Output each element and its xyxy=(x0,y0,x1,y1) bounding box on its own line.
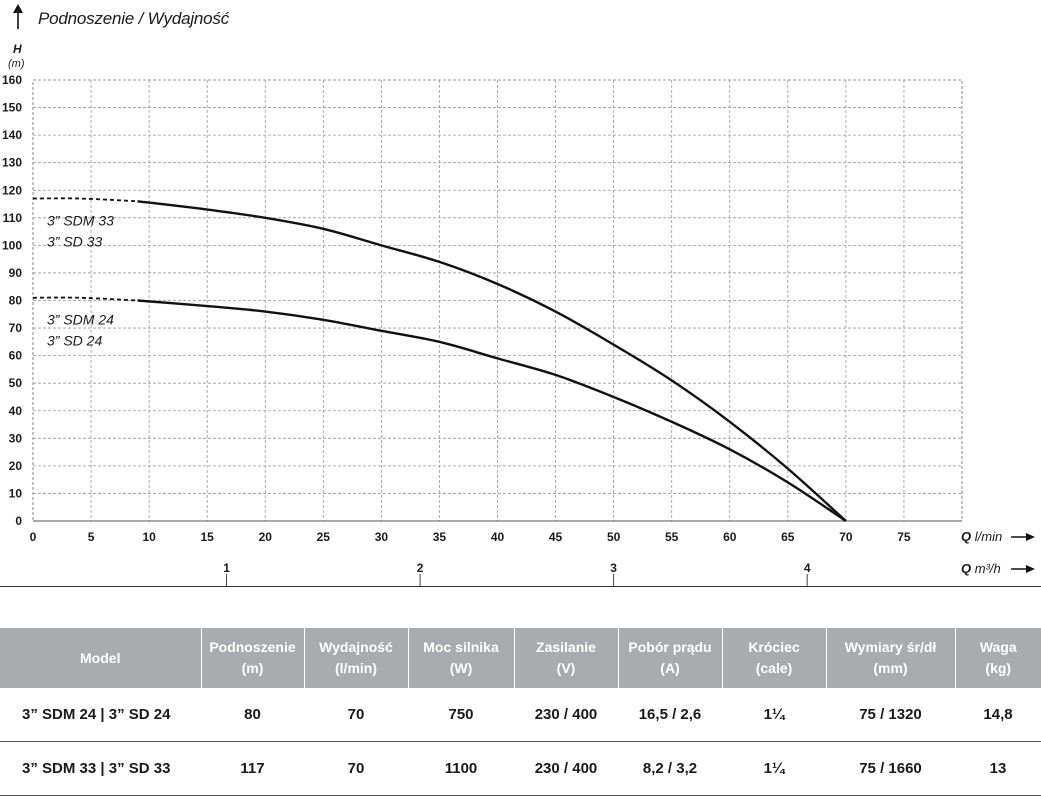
chart-title: Podnoszenie / Wydajność xyxy=(38,9,230,28)
table-cell-model: 3” SDM 24 | 3” SD 24 xyxy=(0,688,201,742)
y-tick-label: 130 xyxy=(2,156,22,170)
table-cell: 80 xyxy=(201,688,304,742)
y-tick-label: 70 xyxy=(9,321,23,335)
y-tick-label: 90 xyxy=(9,266,23,280)
series-label: 3” SDM 24 xyxy=(47,312,114,328)
table-row: 3” SDM 33 | 3” SD 33 117 70 1100 230 / 400 8,… xyxy=(0,741,1041,796)
series-curve xyxy=(137,299,847,522)
y-axis-unit: (m) xyxy=(8,58,25,70)
table-cell: 75 / 1320 xyxy=(826,688,955,742)
table-header-row: Model Podnoszenie (m) Wydajność (l/min) Moc s… xyxy=(0,628,1041,688)
table-header-cell: Moc silnika (W) xyxy=(407,628,514,688)
series-label: 3” SDM 33 xyxy=(47,213,114,229)
table-header-cell: Waga (kg) xyxy=(954,628,1041,688)
table-header-cell: Zasilanie (V) xyxy=(513,628,618,688)
y-tick-label: 50 xyxy=(9,376,23,390)
y-axis-label: H xyxy=(13,42,22,56)
y-tick-label: 0 xyxy=(15,514,22,528)
table-cell: 1100 xyxy=(408,741,514,796)
table-cell: 230 / 400 xyxy=(514,741,618,796)
x-tick-label: 70 xyxy=(839,530,853,544)
table-header-cell: Króciec (cale) xyxy=(721,628,826,688)
table-header-cell: Model xyxy=(0,628,201,688)
x-tick-label: 25 xyxy=(317,530,331,544)
x-axis-arrow-head xyxy=(1026,533,1035,541)
table-cell: 16,5 / 2,6 xyxy=(618,688,722,742)
x2-tick-label: 3 xyxy=(610,561,617,575)
y-tick-label: 80 xyxy=(9,294,23,308)
series-label: 3” SD 24 xyxy=(47,333,102,349)
x-tick-label: 75 xyxy=(897,530,911,544)
x2-tick-label: 4 xyxy=(804,561,811,575)
x-tick-label: 35 xyxy=(433,530,447,544)
y-tick-label: 150 xyxy=(2,101,22,115)
table-header-cell: Wydajność (l/min) xyxy=(303,628,408,688)
x-tick-label: 45 xyxy=(549,530,563,544)
table-header-cell: Pobór prądu (A) xyxy=(617,628,722,688)
spec-table: Model Podnoszenie (m) Wydajność (l/min) Moc s… xyxy=(0,628,1041,796)
series-curve-dashed xyxy=(32,296,138,302)
series-label: 3” SD 33 xyxy=(47,234,102,250)
x-axis-label-lmin: Q l/min xyxy=(961,529,1003,544)
table-header-cell: Wymiary śr/dł (mm) xyxy=(825,628,955,688)
x2-tick-label: 2 xyxy=(417,561,424,575)
y-tick-label: 100 xyxy=(2,238,22,252)
x-tick-label: 0 xyxy=(30,530,37,544)
y-tick-label: 20 xyxy=(9,459,23,473)
x2-tick-label: 1 xyxy=(223,561,230,575)
table-cell: 1¼ xyxy=(722,688,826,742)
table-cell: 230 / 400 xyxy=(514,688,618,742)
table-cell: 70 xyxy=(304,688,408,742)
y-tick-label: 60 xyxy=(9,349,23,363)
table-cell: 117 xyxy=(201,741,304,796)
y-tick-label: 140 xyxy=(2,128,22,142)
y-tick-label: 40 xyxy=(9,404,23,418)
x-tick-label: 20 xyxy=(259,530,273,544)
x-tick-label: 10 xyxy=(142,530,156,544)
x-tick-label: 15 xyxy=(201,530,215,544)
series-curve-dashed xyxy=(32,197,138,203)
x-tick-label: 60 xyxy=(723,530,737,544)
x-axis-label-m3h: Q m³/h xyxy=(961,561,1001,576)
y-tick-label: 120 xyxy=(2,183,22,197)
table-cell-model: 3” SDM 33 | 3” SD 33 xyxy=(0,741,201,796)
x-tick-label: 5 xyxy=(88,530,95,544)
x-tick-label: 65 xyxy=(781,530,795,544)
table-cell: 70 xyxy=(304,741,408,796)
table-cell: 1¼ xyxy=(722,741,826,796)
table-cell: 13 xyxy=(955,741,1041,796)
y-tick-label: 10 xyxy=(9,486,23,500)
series-curve xyxy=(137,200,847,522)
table-header-cell: Podnoszenie (m) xyxy=(200,628,304,688)
x-tick-label: 30 xyxy=(375,530,389,544)
separator-line xyxy=(0,586,1041,587)
table-cell: 8,2 / 3,2 xyxy=(618,741,722,796)
y-tick-label: 30 xyxy=(9,431,23,445)
y-tick-label: 160 xyxy=(2,73,22,87)
table-cell: 750 xyxy=(408,688,514,742)
table-cell: 75 / 1660 xyxy=(826,741,955,796)
table-row: 3” SDM 24 | 3” SD 24 80 70 750 230 / 400 16,5… xyxy=(0,688,1041,742)
table-cell: 14,8 xyxy=(955,688,1041,742)
x-tick-label: 50 xyxy=(607,530,621,544)
y-tick-label: 110 xyxy=(3,211,23,225)
x-tick-label: 55 xyxy=(665,530,679,544)
performance-chart: 0102030405060708090100110120130140150160… xyxy=(2,73,1035,586)
x-tick-label: 40 xyxy=(491,530,505,544)
up-arrow-icon xyxy=(13,4,23,29)
x2-axis-arrow-head xyxy=(1026,565,1035,573)
